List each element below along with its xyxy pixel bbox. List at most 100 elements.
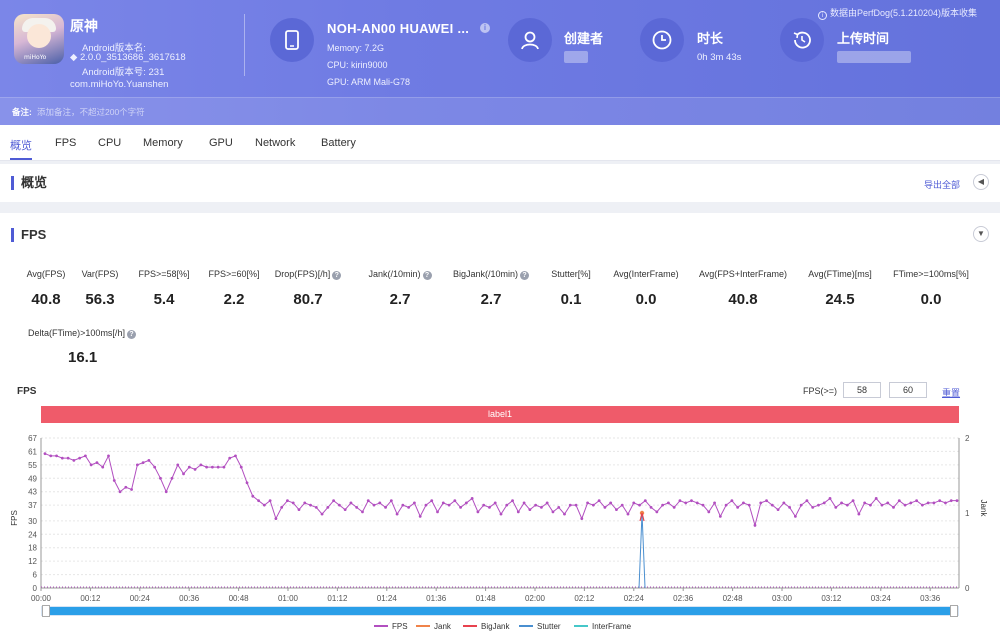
x-tick-label: 00:12 bbox=[80, 594, 101, 603]
fps-point bbox=[84, 454, 87, 458]
fps-point bbox=[909, 501, 913, 505]
fps-point bbox=[436, 510, 439, 514]
fps-point bbox=[234, 454, 237, 458]
legend-label: BigJank bbox=[481, 622, 510, 631]
zoom-slider-range[interactable] bbox=[47, 607, 953, 615]
fps-point bbox=[770, 503, 774, 507]
tab-network[interactable]: Network bbox=[255, 137, 296, 149]
legend-label: InterFrame bbox=[592, 622, 632, 631]
metric-label: FTime>=100ms[%] bbox=[893, 269, 969, 279]
legend-item[interactable]: Stutter bbox=[519, 622, 561, 631]
fps-threshold-high-input[interactable]: 60 bbox=[889, 382, 927, 398]
y-axis-label: FPS bbox=[10, 510, 19, 526]
tab-overview[interactable]: 概览 bbox=[10, 140, 32, 152]
fps-point bbox=[112, 479, 116, 482]
fps-point bbox=[638, 503, 641, 507]
tab-memory[interactable]: Memory bbox=[143, 137, 183, 149]
fps-point bbox=[822, 501, 826, 505]
device-name: NOH-AN00 HUAWEI ... bbox=[327, 21, 470, 36]
metric-value: 24.5 bbox=[825, 291, 855, 308]
y-tick-label: 0 bbox=[33, 584, 38, 593]
y-right-tick-label: 2 bbox=[965, 434, 970, 443]
fps-point bbox=[897, 499, 901, 503]
fps-point bbox=[389, 499, 393, 503]
help-icon[interactable]: ? bbox=[520, 271, 530, 280]
fps-point bbox=[101, 465, 105, 469]
fps-threshold-label: FPS(>=) bbox=[803, 386, 838, 396]
collapse-fps-button[interactable]: ▼ bbox=[973, 226, 989, 242]
fps-point bbox=[72, 458, 76, 462]
legend-swatch bbox=[574, 625, 588, 627]
metric-value: 2.2 bbox=[223, 291, 245, 308]
fps-point bbox=[43, 452, 47, 456]
chart-title: FPS bbox=[17, 386, 37, 397]
legend-item[interactable]: InterFrame bbox=[574, 622, 631, 631]
help-icon[interactable]: ? bbox=[422, 271, 432, 280]
fps-section-title: FPS bbox=[11, 228, 46, 242]
y-tick-label: 18 bbox=[28, 544, 37, 553]
fps-point bbox=[320, 512, 324, 516]
metric-value: 2.7 bbox=[480, 291, 502, 308]
creator-value-redacted bbox=[564, 51, 588, 63]
fps-point bbox=[268, 499, 272, 503]
y-tick-label: 43 bbox=[28, 488, 37, 497]
y-right-tick-label: 0 bbox=[965, 584, 970, 593]
fps-point bbox=[476, 510, 480, 514]
fps-point bbox=[55, 454, 58, 458]
fps-point bbox=[355, 506, 359, 509]
fps-point bbox=[869, 503, 872, 507]
fps-point bbox=[522, 501, 526, 505]
help-icon[interactable]: ? bbox=[126, 330, 136, 339]
fps-point bbox=[453, 499, 457, 503]
help-icon[interactable]: ? bbox=[332, 271, 342, 280]
label-bar[interactable]: label1 bbox=[41, 406, 959, 423]
fps-point bbox=[903, 503, 907, 507]
legend-item[interactable]: Jank bbox=[416, 622, 451, 631]
header-divider bbox=[244, 14, 245, 76]
zoom-handle-right[interactable] bbox=[950, 605, 958, 617]
fps-point bbox=[459, 506, 462, 509]
tab-cpu[interactable]: CPU bbox=[98, 137, 122, 149]
fps-point bbox=[332, 499, 336, 503]
fps-point bbox=[920, 503, 924, 507]
x-tick-label: 03:00 bbox=[772, 594, 793, 603]
device-cpu: CPU: kirin9000 bbox=[327, 60, 388, 70]
fps-point bbox=[378, 501, 382, 505]
fps-point bbox=[568, 503, 572, 507]
fps-point bbox=[245, 481, 249, 485]
reset-link[interactable]: 重置 bbox=[942, 388, 961, 398]
fps-point bbox=[395, 512, 399, 516]
fps-point bbox=[361, 510, 364, 514]
collapse-overview-button[interactable]: ◀ bbox=[973, 174, 989, 190]
fps-point bbox=[482, 503, 486, 507]
user-icon bbox=[508, 18, 552, 62]
fps-threshold-low-input[interactable]: 58 bbox=[843, 382, 881, 398]
fps-point bbox=[239, 465, 243, 469]
version-name-label: Android版本名: bbox=[82, 43, 146, 54]
tab-battery[interactable]: Battery bbox=[321, 137, 356, 149]
overview-title: 概览 bbox=[11, 176, 47, 190]
fps-point bbox=[314, 506, 318, 509]
metric-label: Var(FPS) bbox=[81, 269, 119, 279]
info-icon[interactable]: i bbox=[480, 23, 490, 33]
fps-point bbox=[753, 523, 757, 527]
fps-point bbox=[447, 503, 451, 507]
tab-fps[interactable]: FPS bbox=[55, 137, 77, 149]
fps-point bbox=[828, 497, 832, 500]
x-tick-label: 01:00 bbox=[278, 594, 299, 603]
fps-point bbox=[840, 501, 843, 505]
remark-input[interactable]: 添加备注，不超过200个字符 bbox=[37, 107, 145, 117]
fps-point bbox=[655, 510, 659, 514]
metric-label: BigJank(/10min)? bbox=[431, 269, 551, 280]
device-gpu: GPU: ARM Mali-G78 bbox=[327, 77, 411, 87]
fps-point bbox=[661, 503, 665, 507]
zoom-handle-left[interactable] bbox=[42, 605, 50, 617]
legend-item[interactable]: BigJank bbox=[463, 622, 509, 631]
fps-point bbox=[799, 503, 803, 507]
legend-item[interactable]: FPS bbox=[374, 622, 408, 631]
tab-gpu[interactable]: GPU bbox=[209, 137, 233, 149]
x-tick-label: 02:48 bbox=[723, 594, 744, 603]
fps-point bbox=[291, 501, 295, 505]
export-all-link[interactable]: 导出全部 bbox=[924, 180, 961, 190]
fps-point bbox=[551, 510, 555, 514]
